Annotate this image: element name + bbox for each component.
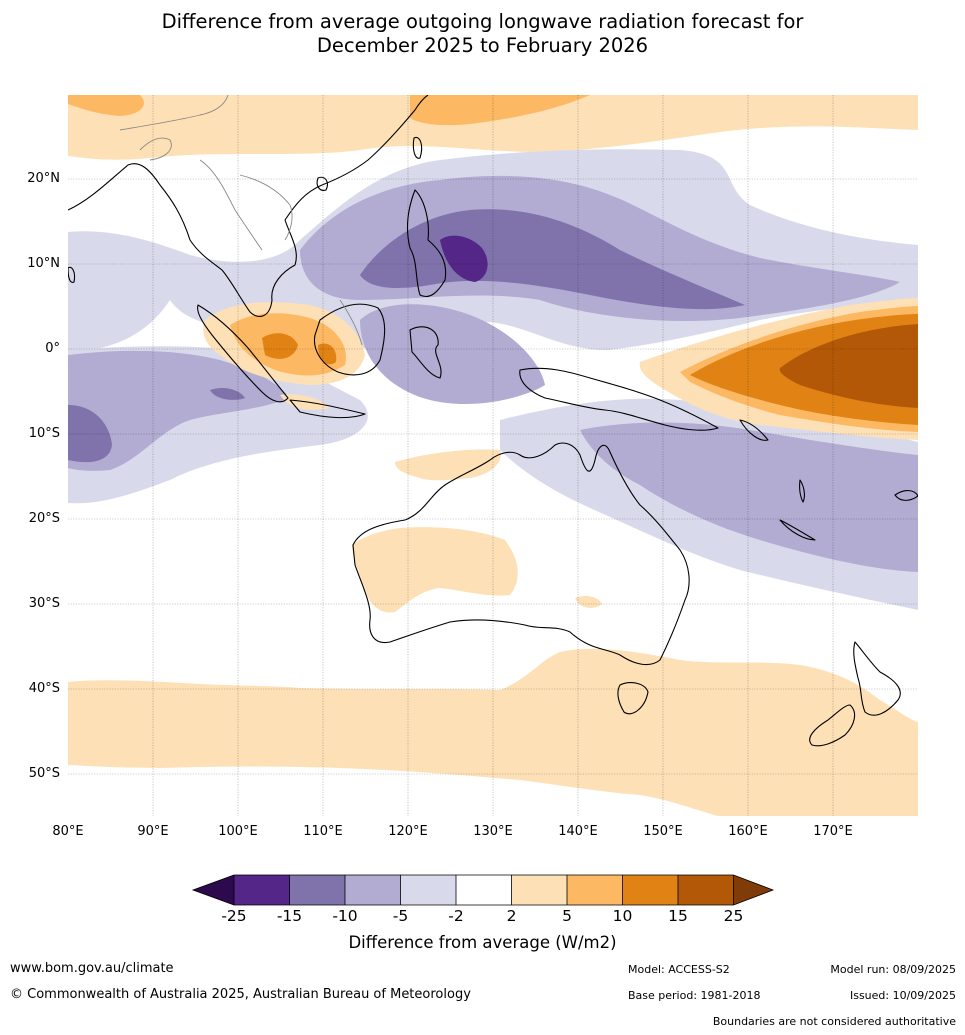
colorbar-bin-minus10-minus5 — [345, 875, 401, 905]
colorbar-tick-minus15: -15 — [276, 907, 303, 925]
footer-model: Model: ACCESS-S2 — [628, 963, 730, 976]
anomaly-positive-10-15-borneo — [262, 333, 298, 359]
colorbar-tick-minus25: -25 — [221, 907, 247, 925]
anomaly-negative-5-10-south-pacific — [580, 422, 918, 572]
coastline-new-guinea — [519, 367, 719, 431]
coastline-philippines — [406, 189, 447, 298]
colorbar-extension-low — [193, 875, 234, 905]
national-boundaries — [119, 95, 363, 346]
lon-label-140e: 140°E — [558, 824, 598, 839]
anomaly-negative-10-15-tropics — [360, 209, 745, 310]
lat-label-10s: 10°S — [28, 426, 60, 441]
lat-label-40s: 40°S — [28, 681, 60, 696]
footer-model-run: Model run: 08/09/2025 — [830, 963, 956, 976]
coastline-new-caledonia — [779, 519, 816, 541]
anomaly-positive-10-15-borneo-east — [318, 343, 337, 365]
coastline-vanuatu — [799, 479, 805, 503]
coastline-fiji — [894, 490, 918, 501]
map-panel — [68, 95, 918, 816]
coastline-new-zealand-north — [853, 641, 901, 716]
footer-base-period: Base period: 1981-2018 — [628, 989, 761, 1002]
coastline-hainan — [316, 176, 328, 191]
lon-label-120e: 120°E — [388, 824, 428, 839]
graticule — [68, 95, 918, 816]
colorbar-tick-minus5: -5 — [392, 907, 409, 925]
lon-label-110e: 110°E — [303, 824, 343, 839]
colorbar-tick-5: 5 — [562, 907, 572, 925]
map-title: Difference from average outgoing longwav… — [0, 10, 965, 58]
colorbar-extension-high — [733, 875, 773, 905]
footer-issued: Issued: 10/09/2025 — [849, 989, 956, 1002]
colorbar-bin-15-25 — [678, 875, 734, 905]
colorbar-tick-10: 10 — [612, 907, 633, 925]
anomaly-positive-2-5-southern-ocean — [68, 648, 918, 816]
coastline-sumatra — [197, 304, 289, 403]
colorbar-title: Difference from average (W/m2) — [348, 933, 617, 952]
coastline-borneo — [313, 303, 386, 376]
colorbar-tick-minus10: -10 — [332, 907, 358, 925]
lon-label-90e: 90°E — [137, 824, 169, 839]
anomaly-negative-10-15-sumatra-west — [210, 387, 245, 400]
colorbar-tick-2: 2 — [506, 907, 517, 925]
lat-label-30s: 30°S — [28, 596, 60, 611]
coastline-sri-lanka — [68, 266, 76, 283]
lat-label-10n: 10°N — [27, 256, 60, 271]
coastline-java — [289, 399, 366, 419]
anomaly-positive-2-5-sa-small — [575, 596, 602, 608]
colorbar-bin-2-5 — [511, 875, 567, 905]
anomaly-positive-15-25-pacific — [779, 324, 918, 408]
title-line-2: December 2025 to February 2026 — [316, 34, 649, 57]
anomaly-negative-5-10-indian-ocean — [68, 350, 290, 471]
anomaly-positive-5-10-northwest — [68, 95, 144, 116]
footer-copyright: © Commonwealth of Australia 2025, Austra… — [10, 987, 471, 1002]
colorbar-tick-minus2: -2 — [448, 907, 464, 925]
anomaly-positive-2-5-nw-australia — [395, 449, 501, 481]
colorbar-tick-15: 15 — [668, 907, 688, 925]
anomaly-positive-2-5-wa — [352, 527, 518, 613]
lon-label-170e: 170°E — [813, 824, 853, 839]
coastline-solomon-islands — [739, 419, 769, 441]
coastline-new-zealand-south — [809, 704, 856, 747]
lon-label-150e: 150°E — [643, 824, 683, 839]
lon-label-160e: 160°E — [728, 824, 768, 839]
lon-label-130e: 130°E — [473, 824, 513, 839]
anomaly-positive-5-10-north — [410, 95, 590, 126]
anomaly-positive-2-5-north — [68, 95, 918, 160]
coastline-tasmania — [617, 682, 649, 715]
footer-website: www.bom.gov.au/climate — [10, 961, 174, 976]
coastline-asia — [68, 95, 429, 318]
coastline-taiwan — [412, 136, 423, 159]
lon-label-100e: 100°E — [218, 824, 258, 839]
lat-label-20s: 20°S — [28, 511, 60, 526]
colorbar-bin-minus5-minus2 — [400, 875, 456, 905]
lat-label-20n: 20°N — [27, 171, 60, 186]
anomaly-negative-5-10-maritime — [360, 304, 545, 405]
colorbar-bin-minus2-2 — [456, 875, 512, 905]
colorbar-bin-10-15 — [622, 875, 678, 905]
coastlines — [68, 95, 918, 747]
colorbar-bin-minus25-minus15 — [234, 875, 290, 905]
footer-disclaimer: Boundaries are not considered authoritat… — [712, 1015, 956, 1028]
colorbar-bin-5-10 — [567, 875, 623, 905]
anomaly-negative-15-25-philippines — [440, 235, 488, 282]
colorbar — [191, 874, 775, 906]
lat-label-equator: 0° — [45, 341, 60, 356]
colorbar-tick-25: 25 — [723, 907, 744, 925]
lon-label-80e: 80°E — [52, 824, 84, 839]
lat-label-50s: 50°S — [28, 766, 60, 781]
coastline-australia — [352, 442, 690, 666]
title-line-1: Difference from average outgoing longwav… — [161, 10, 804, 33]
coastline-sulawesi — [409, 326, 442, 379]
colorbar-bin-minus15-minus10 — [289, 875, 345, 905]
anomaly-negative-10-15-indian-ocean — [68, 405, 112, 463]
